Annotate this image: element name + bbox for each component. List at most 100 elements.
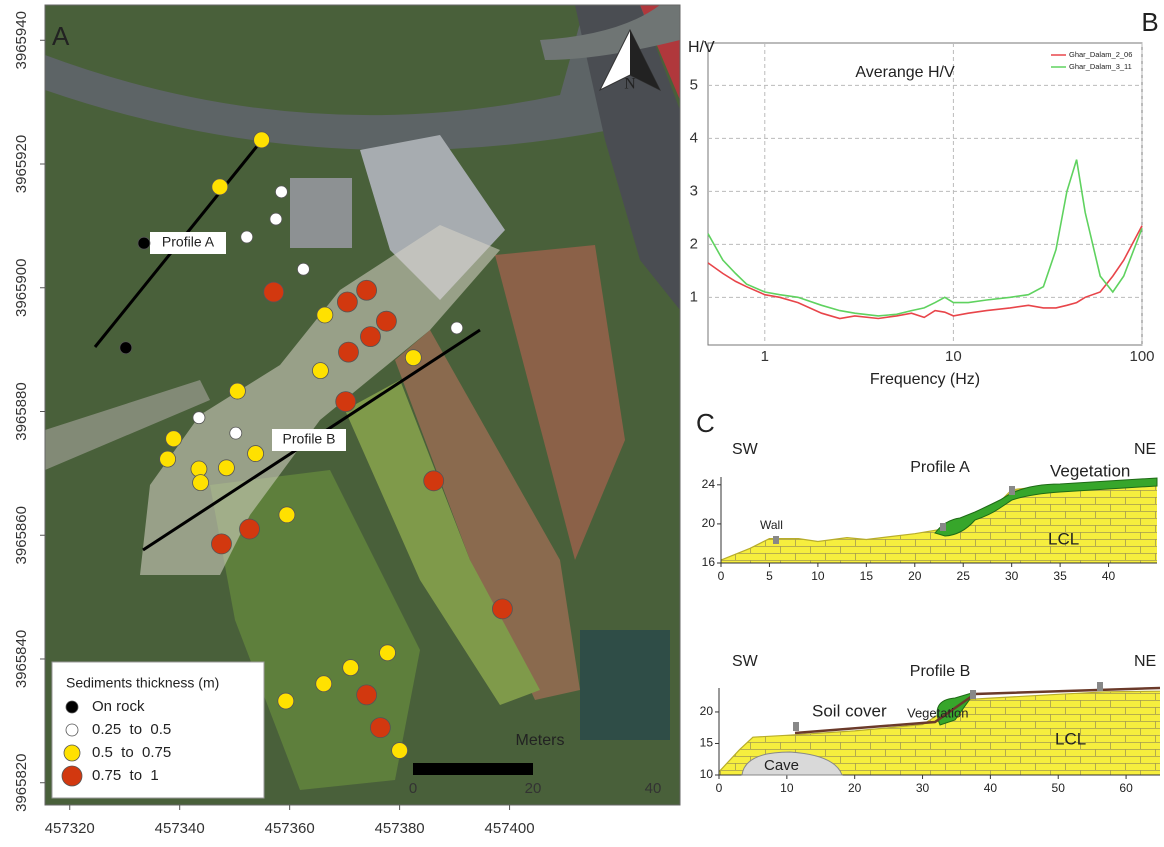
figure: 4573204573404573604573804574003965820396…	[0, 0, 1164, 847]
x-tick-label: 457360	[265, 820, 315, 837]
wall-icon	[773, 536, 779, 544]
x-tick-label: 457400	[485, 820, 535, 837]
annotation: NE	[1134, 441, 1156, 458]
profile-title: Profile B	[910, 663, 970, 680]
legend-marker	[66, 724, 78, 736]
y-tick-label: 1	[690, 288, 698, 305]
panel-label: B	[1141, 7, 1158, 37]
x-tick-label: 25	[957, 569, 971, 583]
legend-label: On rock	[92, 698, 145, 715]
panel-label: C	[696, 408, 715, 438]
sample-point	[279, 507, 295, 523]
scale-tick-label: 0	[409, 780, 417, 797]
sample-point	[337, 292, 357, 312]
sample-point	[270, 213, 282, 225]
x-tick-label: 20	[908, 569, 922, 583]
y-tick-label: 5	[690, 76, 698, 93]
sample-point	[376, 311, 396, 331]
x-axis-label: Frequency (Hz)	[870, 371, 980, 388]
sample-point	[241, 231, 253, 243]
sample-point	[392, 743, 408, 759]
sample-point	[451, 322, 463, 334]
x-tick-label: 30	[916, 781, 930, 795]
sample-point	[275, 186, 287, 198]
sample-point	[343, 660, 359, 676]
sample-point	[360, 327, 380, 347]
sample-point	[211, 534, 231, 554]
sample-point	[240, 519, 260, 539]
x-tick-label: 0	[716, 781, 723, 795]
annotation: NE	[1134, 653, 1156, 670]
x-tick-label: 35	[1053, 569, 1067, 583]
sample-point	[248, 446, 264, 462]
y-tick-label: 3965840	[13, 630, 30, 688]
x-tick-label: 10	[811, 569, 825, 583]
sample-point	[405, 350, 421, 366]
x-tick-label: 40	[1102, 569, 1116, 583]
wall-icon	[793, 722, 799, 731]
profile-label: Profile B	[283, 431, 336, 447]
y-tick-label: 3	[690, 182, 698, 199]
x-tick-label: 15	[860, 569, 874, 583]
sample-point	[264, 282, 284, 302]
sample-point	[218, 460, 234, 476]
north-label: N	[624, 76, 636, 93]
y-tick-label: 15	[700, 736, 714, 750]
sample-point	[138, 237, 150, 249]
y-tick-label: 3965920	[13, 135, 30, 193]
sample-point	[160, 451, 176, 467]
y-tick-label: 24	[702, 477, 716, 491]
y-tick-label: 20	[700, 704, 714, 718]
brick-texture	[721, 480, 1157, 563]
x-tick-label: 60	[1119, 781, 1133, 795]
sample-point	[357, 280, 377, 300]
annotation: Vegetation	[1050, 461, 1130, 480]
sample-point	[254, 132, 270, 148]
sample-point	[166, 431, 182, 447]
x-tick-label: 10	[945, 348, 962, 365]
y-tick-label: 2	[690, 235, 698, 252]
legend-label: Ghar_Dalam_3_11	[1069, 62, 1132, 71]
legend-marker	[66, 701, 78, 713]
profile-label: Profile A	[162, 234, 215, 250]
x-tick-label: 457320	[45, 820, 95, 837]
sample-point	[317, 307, 333, 323]
x-tick-label: 5	[766, 569, 773, 583]
x-tick-label: 50	[1052, 781, 1066, 795]
legend-marker	[64, 745, 80, 761]
chart-title: Averange H/V	[855, 64, 955, 81]
annotation: Wall	[760, 518, 783, 532]
sample-point	[229, 383, 245, 399]
wall-icon	[1009, 486, 1015, 495]
y-tick-label: 16	[702, 555, 716, 569]
sample-point	[380, 645, 396, 661]
y-tick-label: 3965820	[13, 754, 30, 812]
legend-marker	[62, 766, 82, 786]
scale-tick-label: 20	[525, 780, 542, 797]
wall-icon	[970, 690, 976, 699]
y-tick-label: 3965940	[13, 11, 30, 69]
x-tick-label: 0	[718, 569, 725, 583]
legend-label: 0.5 to 0.75	[92, 744, 171, 761]
x-tick-label: 20	[848, 781, 862, 795]
sample-point	[357, 685, 377, 705]
sample-point	[316, 676, 332, 692]
annotation: Cave	[764, 757, 799, 774]
annotation: SW	[732, 653, 759, 670]
sample-point	[193, 412, 205, 424]
x-tick-label: 10	[780, 781, 794, 795]
sample-point	[312, 363, 328, 379]
sample-point	[212, 179, 228, 195]
annotation: LCL	[1055, 729, 1086, 748]
sample-point	[230, 427, 242, 439]
scale-label: Meters	[516, 732, 565, 749]
annotation: SW	[732, 441, 759, 458]
sample-point	[193, 475, 209, 491]
annotation: LCL	[1048, 529, 1079, 548]
sample-point	[297, 263, 309, 275]
x-tick-label: 457380	[375, 820, 425, 837]
sample-point	[370, 718, 390, 738]
legend-title: Sediments thickness (m)	[66, 675, 219, 691]
y-tick-label: 10	[700, 767, 714, 781]
sample-point	[338, 342, 358, 362]
